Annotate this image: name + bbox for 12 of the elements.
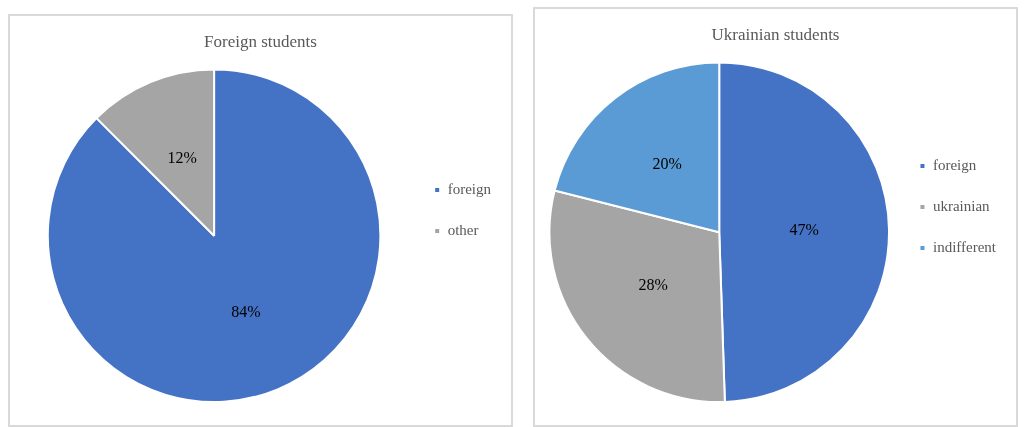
data-label: 47% — [789, 221, 819, 238]
data-label: 20% — [652, 155, 682, 173]
data-label: 84% — [231, 302, 261, 320]
data-label: 28% — [638, 275, 668, 293]
legend-label: foreign — [932, 156, 977, 173]
legend-label: foreign — [447, 180, 492, 197]
legend-label: other — [447, 221, 479, 238]
legend-label: indifferent — [932, 238, 997, 255]
chart-title: Foreign students — [204, 31, 317, 51]
data-label: 12% — [167, 149, 197, 167]
chart-title: Ukrainian students — [711, 24, 840, 44]
legend-label: ukrainian — [932, 197, 991, 214]
